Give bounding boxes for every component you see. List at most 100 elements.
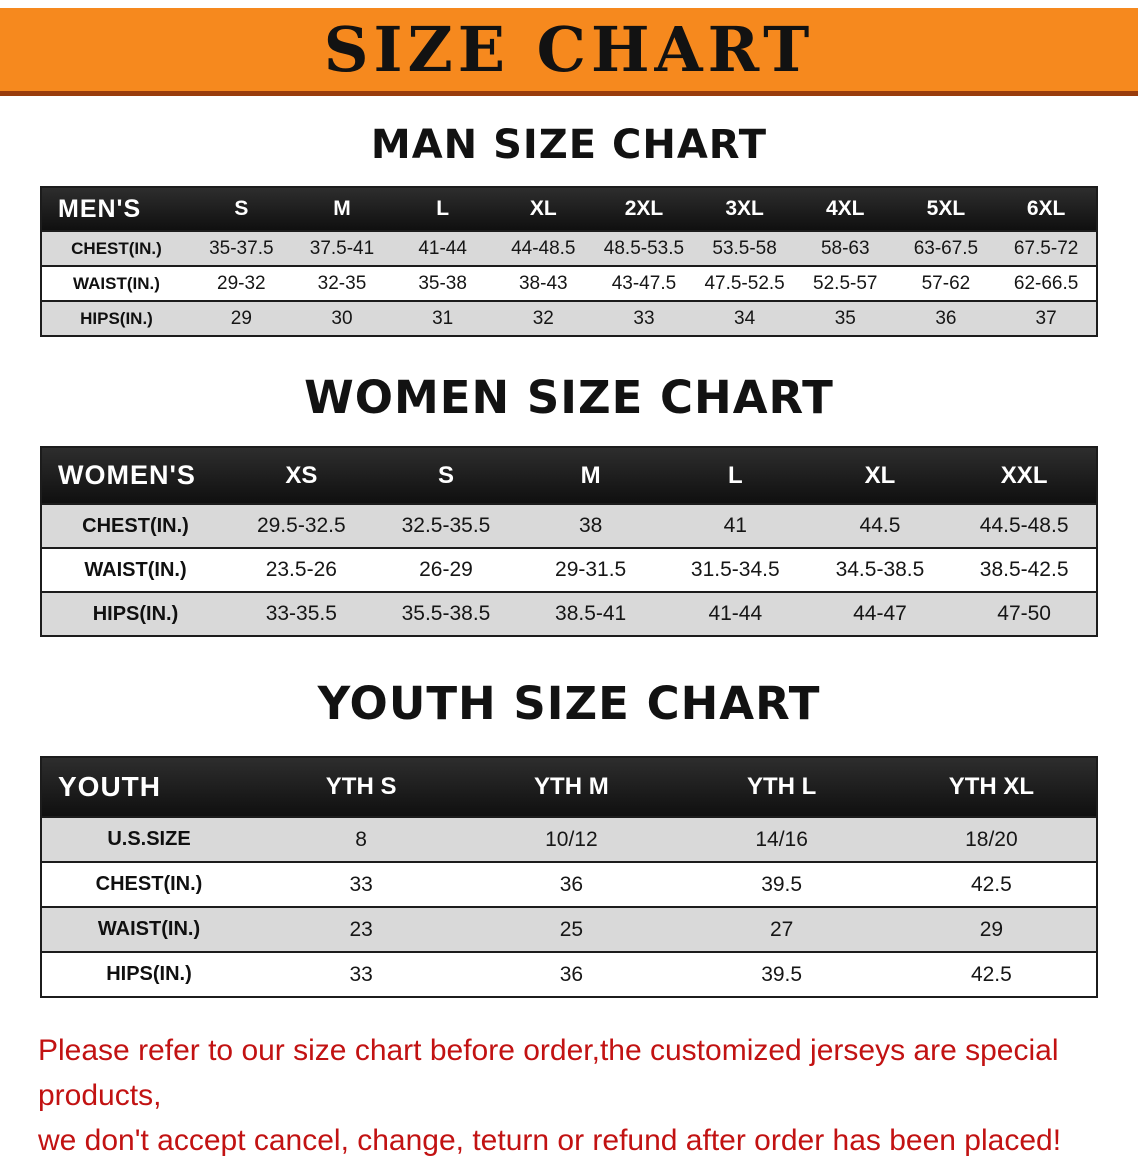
table-row-chest-in: CHEST(IN.) 29.5-32.5 32.5-35.5 38 41 44.5 44.5… [41,504,1097,548]
column-header-yth-s: YTH S [325,773,397,800]
size-value-cell: 48.5-53.5 [603,237,685,259]
size-value-cell: 29-31.5 [555,558,627,581]
row-label: HIPS(IN.) [80,308,153,328]
size-value-cell: 26-29 [419,558,473,581]
size-value-cell: 62-66.5 [1013,272,1079,294]
size-value-cell: 14/16 [755,827,808,851]
table-corner-label: WOMEN'S [58,460,196,490]
size-value-cell: 44-48.5 [511,237,576,259]
size-value-cell: 44.5 [859,514,901,537]
row-label: WAIST(IN.) [73,273,160,293]
size-value-cell: 53.5-58 [712,237,777,259]
women-section: WOMEN SIZE CHART WOMEN'S XS S M L XL XXL CHEST(… [0,371,1138,637]
row-label: CHEST(IN.) [82,514,189,537]
size-chart-page: SIZE CHART MAN SIZE CHART MEN'S S M L XL 2XL 3… [0,8,1138,1163]
column-header-s: S [437,461,454,489]
size-value-cell: 32.5-35.5 [401,514,491,537]
table-row-chest-in: CHEST(IN.) 33 36 39.5 42.5 [41,862,1097,907]
size-value-cell: 67.5-72 [1013,237,1079,259]
size-value-cell: 37.5-41 [309,237,375,259]
size-value-cell: 10/12 [545,827,598,851]
table-row-hips-in: HIPS(IN.) 29 30 31 32 33 34 35 36 37 [41,301,1097,336]
size-value-cell: 27 [769,917,794,941]
youth-size-table: YOUTH YTH S YTH M YTH L YTH XL U.S.SIZE 8 10/12… [40,756,1098,998]
size-value-cell: 33 [349,962,373,986]
size-value-cell: 39.5 [761,962,803,986]
column-header-l: L [436,197,450,220]
table-header-row: WOMEN'S XS S M L XL XXL [41,447,1097,504]
size-value-cell: 38.5-42.5 [979,558,1069,581]
size-value-cell: 33 [349,872,373,896]
row-label: WAIST(IN.) [97,918,201,940]
size-value-cell: 30 [331,307,353,329]
size-value-cell: 35.5-38.5 [401,602,491,625]
column-header-yth-l: YTH L [746,773,817,800]
size-value-cell: 63-67.5 [913,237,979,259]
table-row-hips-in: HIPS(IN.) 33 36 39.5 42.5 [41,952,1097,997]
women-size-table: WOMEN'S XS S M L XL XXL CHEST(IN.) 29.5-32.5 32.5… [40,446,1098,637]
size-value-cell: 33-35.5 [265,602,337,625]
size-value-cell: 38.5-41 [555,602,627,625]
size-value-cell: 35 [834,307,856,329]
size-value-cell: 42.5 [970,962,1012,986]
size-value-cell: 47.5-52.5 [704,272,785,294]
size-value-cell: 8 [355,827,367,851]
size-value-cell: 42.5 [970,872,1012,896]
size-value-cell: 43-47.5 [611,272,677,294]
column-header-xxl: XXL [1000,461,1048,489]
size-value-cell: 34 [734,307,756,329]
size-value-cell: 36 [935,307,957,329]
size-value-cell: 18/20 [965,827,1018,851]
column-header-l: L [727,461,743,489]
size-value-cell: 32 [532,307,554,329]
table-corner-label: YOUTH [58,771,161,802]
footer-notice: Please refer to our size chart before or… [38,1028,1100,1163]
youth-section: YOUTH SIZE CHART YOUTH YTH S YTH M YTH L YTH… [0,677,1138,998]
size-value-cell: 32-35 [317,272,367,294]
size-value-cell: 25 [559,917,584,941]
size-value-cell: 41-44 [708,602,763,625]
banner: SIZE CHART [0,8,1138,96]
table-row-chest-in: CHEST(IN.) 35-37.5 37.5-41 41-44 44-48.5 48.5… [41,231,1097,266]
row-label: U.S.SIZE [107,828,191,850]
page-title: SIZE CHART [323,13,815,86]
size-value-cell: 36 [559,872,584,896]
table-row-waist-in: WAIST(IN.) 29-32 32-35 35-38 38-43 43-47.5 47.… [41,266,1097,301]
column-header-4xl: 4XL [826,197,865,220]
column-header-3xl: 3XL [725,197,764,220]
size-value-cell: 39.5 [761,872,803,896]
column-header-6xl: 6XL [1026,197,1066,220]
table-row-u-s-size: U.S.SIZE 8 10/12 14/16 18/20 [41,817,1097,862]
size-value-cell: 44.5-48.5 [979,514,1069,537]
size-value-cell: 47-50 [997,602,1051,625]
row-label: HIPS(IN.) [92,602,179,625]
table-header-row: MEN'S S M L XL 2XL 3XL 4XL 5XL 6XL [41,187,1097,231]
column-header-5xl: 5XL [926,197,966,220]
column-header-m: M [333,197,351,220]
table-row-hips-in: HIPS(IN.) 33-35.5 35.5-38.5 38.5-41 41-44 44-… [41,592,1097,636]
size-value-cell: 33 [633,307,655,329]
youth-section-heading: YOUTH SIZE CHART [317,677,821,730]
size-value-cell: 29-32 [217,272,266,294]
column-header-xl: XL [529,197,557,220]
row-label: HIPS(IN.) [106,963,192,985]
size-value-cell: 34.5-38.5 [835,558,925,581]
size-value-cell: 31.5-34.5 [690,558,780,581]
women-section-heading: WOMEN SIZE CHART [304,371,834,424]
size-value-cell: 36 [559,962,584,986]
table-header-row: YOUTH YTH S YTH M YTH L YTH XL [41,757,1097,817]
column-header-xs: XS [285,461,318,489]
table-corner-label: MEN'S [58,194,142,223]
row-label: WAIST(IN.) [84,558,187,581]
size-value-cell: 29 [230,307,252,329]
men-size-table: MEN'S S M L XL 2XL 3XL 4XL 5XL 6XL CHEST(IN.) 35-37… [40,186,1098,337]
size-value-cell: 35-38 [418,272,467,294]
size-value-cell: 23.5-26 [265,558,337,581]
column-header-yth-xl: YTH XL [948,773,1035,800]
notice-line-2: we don't accept cancel, change, teturn o… [38,1124,1062,1157]
size-value-cell: 41 [723,514,747,537]
size-value-cell: 35-37.5 [209,237,274,259]
table-row-waist-in: WAIST(IN.) 23.5-26 26-29 29-31.5 31.5-34.5 34… [41,548,1097,592]
column-header-yth-m: YTH M [534,773,609,800]
notice-line-1: Please refer to our size chart before or… [38,1034,1059,1112]
